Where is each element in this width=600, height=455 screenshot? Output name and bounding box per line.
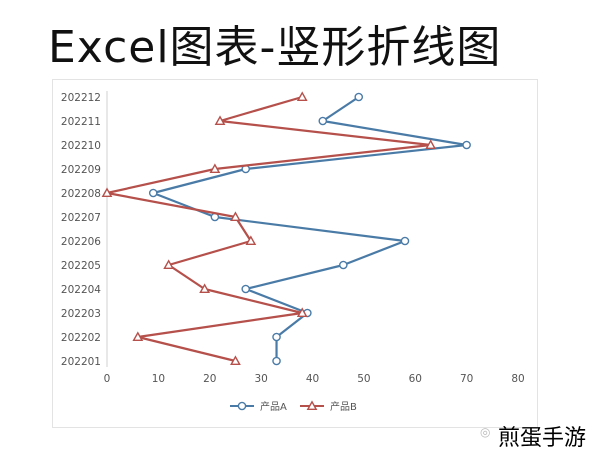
x-tick-label: 50 — [357, 373, 370, 385]
data-point — [272, 332, 281, 342]
x-tick-label: 80 — [511, 373, 524, 385]
data-point — [101, 187, 113, 198]
x-tick-label: 40 — [306, 373, 319, 385]
y-tick-label: 202209 — [61, 164, 101, 176]
data-point — [339, 260, 348, 270]
data-point — [354, 92, 364, 102]
data-point — [230, 355, 241, 366]
series-line — [152, 96, 468, 361]
watermark-logo-icon: ◎ — [480, 425, 491, 439]
chart-frame — [52, 79, 538, 428]
legend-marker — [237, 401, 247, 411]
data-point — [148, 188, 158, 198]
x-tick-label: 20 — [203, 373, 216, 385]
legend-label: 产品A — [260, 400, 287, 413]
y-tick-label: 202201 — [61, 356, 101, 368]
data-point — [199, 283, 211, 294]
y-tick-label: 202203 — [61, 308, 101, 320]
data-point — [272, 356, 281, 366]
data-point — [318, 116, 328, 126]
y-tick-label: 202204 — [61, 284, 101, 296]
legend-marker — [306, 400, 318, 411]
y-tick-label: 202202 — [61, 332, 101, 344]
data-point — [163, 259, 175, 270]
page-title: Excel图表-竖形折线图 — [48, 22, 502, 73]
series-2 — [101, 91, 437, 366]
y-tick-label: 202205 — [61, 260, 101, 272]
x-tick-label: 0 — [104, 373, 111, 385]
data-point — [132, 331, 144, 342]
data-point — [230, 211, 241, 222]
x-tick-label: 10 — [152, 373, 165, 385]
data-point — [241, 284, 251, 294]
x-tick-label: 70 — [460, 373, 473, 385]
legend-label: 产品B — [330, 400, 357, 413]
y-tick-label: 202212 — [61, 92, 101, 104]
y-tick-label: 202208 — [61, 188, 101, 200]
data-point — [296, 91, 308, 102]
data-point — [214, 115, 226, 126]
legend-item: 产品A — [230, 400, 287, 413]
data-point — [296, 307, 308, 318]
y-tick-label: 202207 — [61, 212, 101, 224]
legend-item: 产品B — [300, 400, 357, 413]
data-point — [209, 163, 221, 174]
y-tick-label: 202210 — [61, 140, 101, 152]
data-point — [425, 139, 437, 150]
series-line — [105, 95, 432, 363]
series-1 — [148, 92, 471, 366]
x-tick-label: 30 — [254, 373, 267, 385]
x-tick-label: 60 — [409, 373, 422, 385]
y-tick-label: 202211 — [61, 116, 101, 128]
data-point — [462, 140, 471, 150]
data-point — [245, 235, 257, 246]
watermark: 煎蛋手游 — [498, 426, 587, 451]
y-tick-label: 202206 — [61, 236, 101, 248]
data-point — [400, 236, 410, 246]
